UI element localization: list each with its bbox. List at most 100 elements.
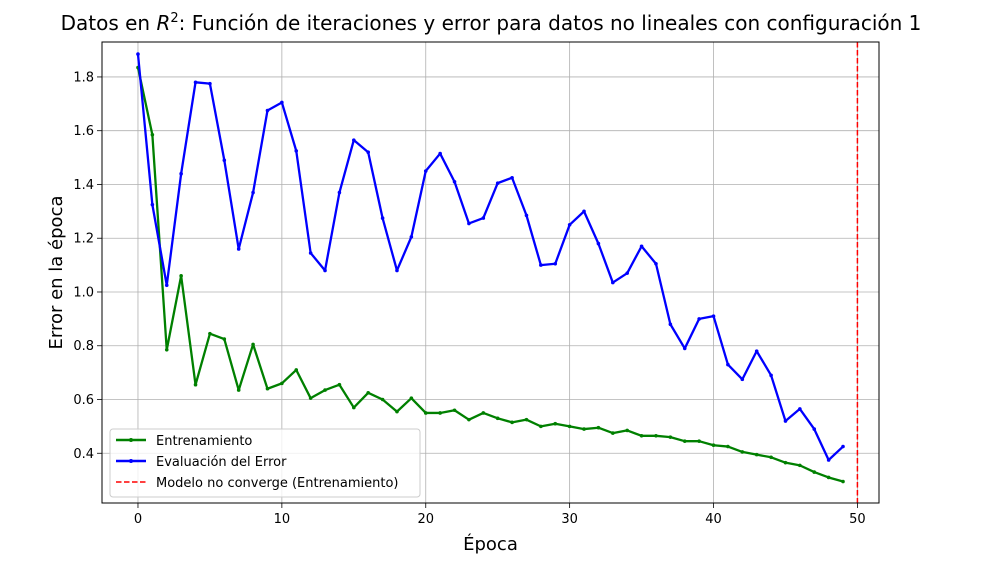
chart-title-superscript: 2 <box>170 11 178 26</box>
data-point-series-0 <box>625 428 629 433</box>
data-point-series-1 <box>481 216 486 220</box>
data-point-series-0 <box>395 409 399 414</box>
data-point-series-0 <box>495 416 500 421</box>
legend-label-evaluacion: Evaluación del Error <box>156 455 287 470</box>
data-point-series-0 <box>380 397 385 402</box>
y-tick-label: 1.8 <box>73 70 94 85</box>
data-point-series-1 <box>337 190 342 195</box>
data-point-series-0 <box>510 420 514 425</box>
data-point-series-1 <box>208 81 212 86</box>
legend-label-entrenamiento: Entrenamiento <box>156 434 252 449</box>
data-point-series-0 <box>423 411 428 415</box>
data-point-series-1 <box>668 322 673 327</box>
data-point-series-1 <box>193 80 198 85</box>
data-point-series-1 <box>553 261 558 266</box>
data-point-series-1 <box>611 280 615 285</box>
data-point-series-0 <box>596 425 601 430</box>
y-axis-label: Error en la época <box>46 196 67 350</box>
data-point-series-0 <box>783 460 788 465</box>
data-point-series-1 <box>251 190 255 195</box>
data-point-series-0 <box>164 347 169 352</box>
data-point-series-0 <box>438 411 442 415</box>
data-point-series-0 <box>740 450 745 454</box>
data-point-series-1 <box>798 407 802 411</box>
data-point-series-1 <box>236 247 241 251</box>
data-point-series-0 <box>208 331 212 336</box>
data-point-series-0 <box>654 433 658 438</box>
data-point-series-0 <box>452 408 457 413</box>
data-point-series-1 <box>438 151 442 156</box>
data-point-series-0 <box>798 463 802 468</box>
data-point-series-1 <box>682 346 687 351</box>
data-point-series-1 <box>510 175 514 180</box>
data-point-series-0 <box>726 444 730 449</box>
data-point-series-0 <box>639 433 644 438</box>
data-point-series-0 <box>481 411 486 415</box>
x-tick-label: 30 <box>561 512 578 527</box>
data-point-series-1 <box>308 251 313 255</box>
data-point-series-1 <box>539 263 543 267</box>
data-point-series-1 <box>352 138 356 142</box>
data-point-series-0 <box>611 431 615 435</box>
y-tick-label: 0.6 <box>73 393 94 408</box>
data-point-series-0 <box>668 435 673 439</box>
legend-marker-evaluacion <box>129 459 133 463</box>
y-tick-label: 1.6 <box>73 124 94 139</box>
data-point-series-1 <box>423 169 428 173</box>
x-tick-label: 40 <box>705 512 722 527</box>
data-point-series-0 <box>294 368 299 372</box>
data-point-series-0 <box>251 342 255 347</box>
data-point-series-1 <box>582 209 586 214</box>
data-point-series-1 <box>639 244 644 249</box>
data-point-series-1 <box>323 268 327 273</box>
data-point-series-1 <box>726 362 730 367</box>
data-point-series-0 <box>539 424 543 429</box>
data-point-series-0 <box>280 381 284 386</box>
x-tick-label: 50 <box>849 512 866 527</box>
data-point-series-0 <box>337 382 342 387</box>
data-point-series-0 <box>553 421 558 426</box>
legend-marker-entrenamiento <box>129 438 133 442</box>
y-tick-label: 0.4 <box>73 447 94 462</box>
data-point-series-1 <box>395 268 399 273</box>
data-point-series-1 <box>222 158 227 163</box>
series-line-1 <box>136 53 844 462</box>
data-point-series-0 <box>769 455 773 460</box>
data-point-series-1 <box>769 373 773 378</box>
data-point-series-0 <box>222 337 227 341</box>
chart-title-suffix: : Función de iteraciones y error para da… <box>179 11 922 35</box>
data-point-series-1 <box>596 241 601 246</box>
data-point-series-0 <box>711 443 716 448</box>
data-point-series-0 <box>352 405 356 410</box>
data-point-series-0 <box>179 274 183 278</box>
data-point-series-1 <box>841 444 845 449</box>
data-point-series-1 <box>524 213 529 218</box>
data-point-series-1 <box>452 179 457 184</box>
data-point-series-1 <box>625 271 629 275</box>
data-point-series-1 <box>179 171 183 176</box>
data-point-series-0 <box>323 388 327 392</box>
legend-box <box>109 428 421 498</box>
series-line-0 <box>136 67 844 483</box>
data-point-series-1 <box>812 427 817 431</box>
data-point-series-1 <box>783 419 788 423</box>
data-point-series-1 <box>467 221 471 226</box>
data-point-series-1 <box>495 181 500 185</box>
data-point-series-0 <box>193 382 198 387</box>
data-point-series-0 <box>682 439 687 443</box>
data-point-series-1 <box>654 261 658 266</box>
legend-label-modelo-no-converge: Modelo no converge (Entrenamiento) <box>156 476 399 491</box>
data-point-series-0 <box>697 439 701 443</box>
data-point-series-0 <box>308 396 313 400</box>
data-point-series-0 <box>812 470 817 474</box>
series-layer <box>136 52 845 484</box>
data-point-series-0 <box>467 417 471 422</box>
x-tick-label: 10 <box>274 512 291 527</box>
data-point-series-1 <box>136 52 140 56</box>
y-tick-label: 0.8 <box>73 339 94 354</box>
data-point-series-0 <box>265 386 270 391</box>
data-point-series-0 <box>236 388 241 392</box>
y-tick-label: 1.2 <box>73 232 94 247</box>
data-point-series-0 <box>409 396 414 400</box>
